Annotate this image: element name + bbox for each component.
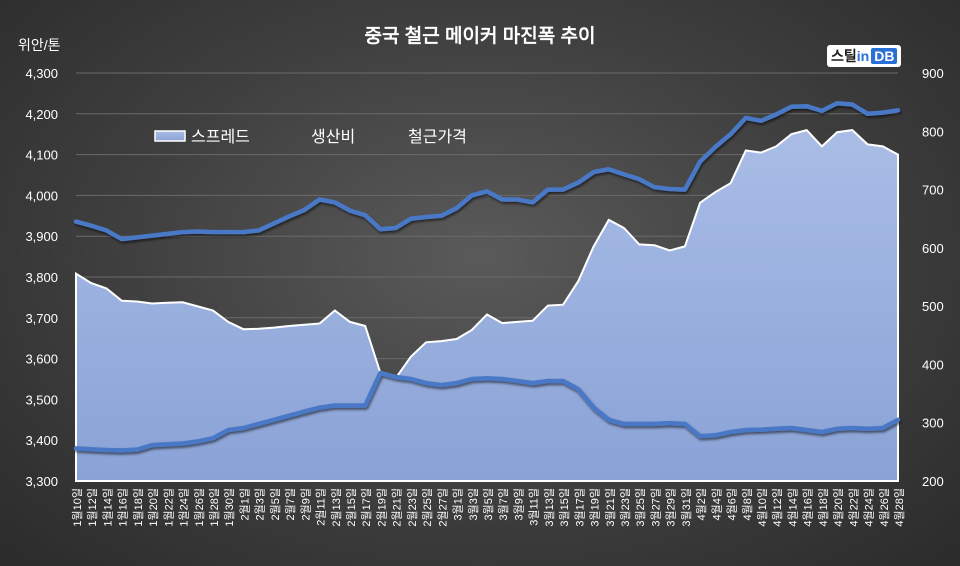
x-tick-label: 1월24일 xyxy=(177,488,191,527)
x-tick-label: 3월25일 xyxy=(633,488,647,527)
left-tick-label: 3,400 xyxy=(25,433,58,448)
x-tick-label: 4월26일 xyxy=(877,488,891,527)
x-tick-label: 4월14일 xyxy=(785,488,799,527)
legend-item: 철근가격 xyxy=(369,128,467,146)
x-tick-label: 3월3일 xyxy=(466,488,480,520)
legend-item: 스프레드 xyxy=(154,128,250,146)
x-tick-label: 2월7일 xyxy=(283,488,297,520)
left-tick-label: 4,100 xyxy=(25,148,58,163)
legend-item: 생산비 xyxy=(272,128,355,146)
left-tick-label: 3,800 xyxy=(25,270,58,285)
right-tick-label: 400 xyxy=(922,357,944,372)
left-tick-label: 3,500 xyxy=(25,392,58,407)
left-axis: 3,300 3,400 3,500 3,600 3,700 3,800 3,900 4,000… xyxy=(25,66,58,489)
x-tick-label: 2월13일 xyxy=(329,488,343,527)
left-tick-label: 4,200 xyxy=(25,107,58,122)
x-tick-label: 1월28일 xyxy=(207,488,221,527)
right-tick-label: 900 xyxy=(922,66,944,81)
rebar-price-line xyxy=(73,101,901,242)
x-tick-label: 3월17일 xyxy=(572,488,586,527)
x-tick-label: 1월20일 xyxy=(146,488,160,527)
x-tick-label: 4월4일 xyxy=(709,488,723,520)
x-tick-label: 4월22일 xyxy=(846,488,860,527)
x-tick-label: 4월8일 xyxy=(740,488,754,520)
x-tick-label: 2월1일 xyxy=(237,488,251,520)
x-tick-label: 4월24일 xyxy=(862,488,876,527)
right-tick-label: 700 xyxy=(922,183,944,198)
x-tick-label: 3월1일 xyxy=(451,488,465,520)
x-tick-label: 1월12일 xyxy=(85,488,99,527)
x-tick-label: 3월13일 xyxy=(542,488,556,527)
x-tick-label: 3월31일 xyxy=(679,488,693,527)
x-tick-label: 3월27일 xyxy=(648,488,662,527)
left-tick-label: 3,700 xyxy=(25,311,58,326)
logo-text-part3: DB xyxy=(871,48,898,64)
y-unit-label: 위안/톤 xyxy=(18,37,61,53)
right-tick-label: 300 xyxy=(922,416,944,431)
spread-area-layer xyxy=(75,128,899,482)
left-tick-label: 3,600 xyxy=(25,352,58,367)
x-tick-label: 2월15일 xyxy=(344,488,358,527)
legend: 스프레드 생산비 철근가격 xyxy=(154,128,467,146)
x-tick-label: 2월25일 xyxy=(420,488,434,527)
right-tick-label: 600 xyxy=(922,241,944,256)
x-tick-label: 3월29일 xyxy=(664,488,678,527)
x-tick-label: 3월15일 xyxy=(557,488,571,527)
x-tick-label: 4월20일 xyxy=(831,488,845,527)
logo-text-part2: in xyxy=(856,48,870,64)
x-tick-label: 1월30일 xyxy=(222,488,236,527)
chart-title: 중국 철근 메이커 마진폭 추이 xyxy=(365,25,596,47)
x-tick-label: 3월5일 xyxy=(481,488,495,520)
x-tick-label: 2월17일 xyxy=(359,488,373,527)
right-tick-label: 500 xyxy=(922,299,944,314)
x-tick-label: 4월28일 xyxy=(892,488,906,527)
x-tick-label: 2월21일 xyxy=(390,488,404,527)
right-tick-label: 200 xyxy=(922,474,944,489)
x-tick-label: 2월9일 xyxy=(298,488,312,520)
left-tick-label: 3,300 xyxy=(25,474,58,489)
x-tick-label: 1월14일 xyxy=(100,488,114,527)
x-tick-label: 4월16일 xyxy=(801,488,815,527)
x-tick-label: 2월19일 xyxy=(374,488,388,527)
x-tick-label: 4월12일 xyxy=(770,488,784,527)
x-tick-label: 1월10일 xyxy=(70,488,84,527)
x-tick-label: 1월16일 xyxy=(116,488,130,527)
x-tick-label: 1월26일 xyxy=(192,488,206,527)
right-tick-label: 800 xyxy=(922,124,944,139)
legend-swatch-area xyxy=(154,130,186,142)
legend-label: 철근가격 xyxy=(408,128,467,146)
x-tick-label: 2월3일 xyxy=(253,488,267,520)
x-tick-label: 2월27일 xyxy=(435,488,449,527)
x-tick-label: 1월22일 xyxy=(161,488,175,527)
x-tick-label: 3월19일 xyxy=(588,488,602,527)
legend-label: 스프레드 xyxy=(191,128,250,146)
legend-label: 생산비 xyxy=(311,128,355,146)
line-series-layer xyxy=(73,101,901,453)
x-tick-label: 2월11일 xyxy=(314,488,328,526)
x-tick-label: 4월18일 xyxy=(816,488,830,527)
left-tick-label: 4,300 xyxy=(25,66,58,81)
right-axis: 200 300 400 500 600 700 800 900 xyxy=(922,66,944,489)
x-tick-label: 2월23일 xyxy=(405,488,419,527)
left-tick-label: 4,000 xyxy=(25,188,58,203)
x-tick-label: 3월11일 xyxy=(527,488,541,526)
x-tick-label: 3월7일 xyxy=(496,488,510,520)
x-tick-label: 4월6일 xyxy=(725,488,739,520)
spread-area xyxy=(75,128,899,482)
x-tick-label: 2월5일 xyxy=(268,488,282,520)
logo-text-part1: 스틸 xyxy=(831,48,857,64)
cost-line xyxy=(73,370,901,453)
left-tick-label: 3,900 xyxy=(25,229,58,244)
x-tick-label: 3월21일 xyxy=(603,488,617,527)
x-tick-label: 3월23일 xyxy=(618,488,632,527)
x-tick-label: 1월18일 xyxy=(131,488,145,527)
x-tick-label: 4월10일 xyxy=(755,488,769,527)
x-axis: 1월10일 1월12일 1월14일 1월16일 1월18일 1월20일 1월22일 1월24일… xyxy=(70,488,906,527)
x-tick-label: 4월2일 xyxy=(694,488,708,520)
x-tick-label: 3월9일 xyxy=(511,488,525,520)
steelin-db-logo: 스틸 in DB xyxy=(827,45,902,67)
